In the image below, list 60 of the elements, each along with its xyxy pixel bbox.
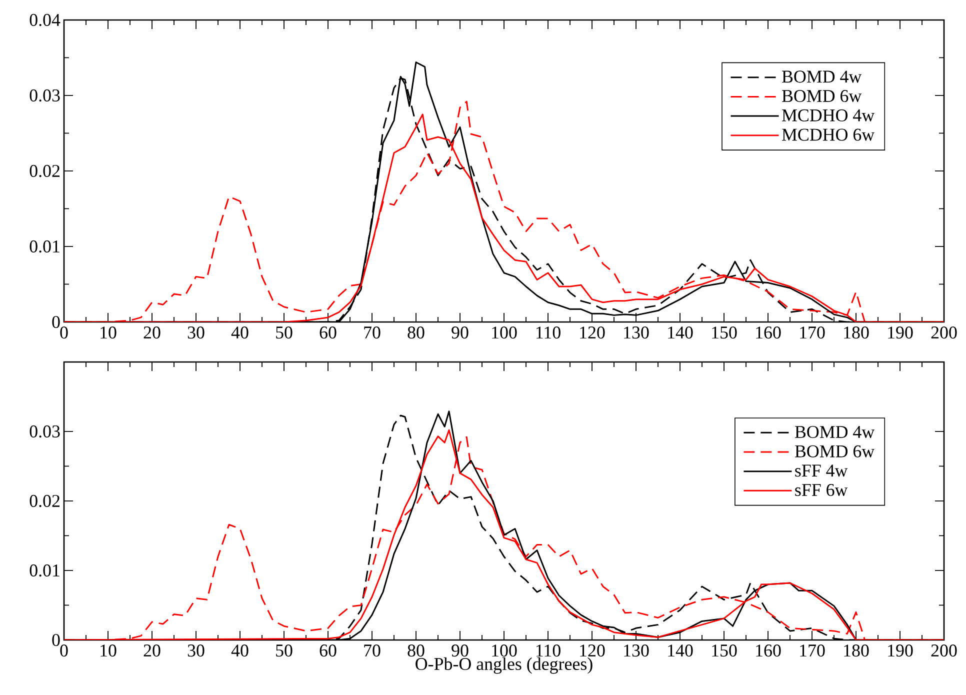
x-tick-label: 40 [231, 326, 248, 339]
y-tick-label: 0.01 [30, 240, 60, 253]
y-tick-label: 0.02 [30, 494, 60, 508]
x-tick-label: 160 [756, 644, 781, 657]
x-tick-label: 130 [624, 326, 649, 339]
x-tick-label: 30 [188, 326, 204, 339]
y-tick-label: 0 [52, 316, 60, 328]
x-tick-label: 130 [624, 644, 649, 657]
x-tick-label: 120 [580, 644, 605, 657]
x-tick-label: 140 [668, 326, 693, 339]
x-tick-label: 170 [800, 644, 825, 657]
x-tick-label: 10 [100, 326, 116, 339]
x-tick-label: 150 [712, 326, 737, 339]
legend-label: BOMD 6w [782, 90, 862, 102]
x-tick-label: 10 [100, 644, 116, 657]
x-tick-label: 0 [60, 644, 68, 657]
x-tick-label: 100 [492, 326, 517, 339]
x-tick-label: 60 [320, 326, 336, 339]
x-tick-label: 70 [364, 326, 380, 339]
x-tick-label: 140 [668, 644, 693, 657]
x-tick-label: 20 [144, 326, 160, 339]
x-axis-title: O-Pb-O angles (degrees) [416, 657, 592, 674]
x-tick-label: 180 [844, 644, 869, 657]
legend-label: MCDHO 4w [782, 109, 875, 122]
legend-label: MCDHO 6w [782, 128, 875, 141]
x-tick-label: 110 [536, 644, 560, 657]
x-tick-label: 100 [492, 644, 517, 657]
legend-label: sFF 4w [795, 464, 848, 477]
x-tick-label: 60 [320, 644, 336, 657]
x-tick-label: 190 [888, 644, 913, 657]
x-tick-label: 40 [231, 644, 248, 657]
x-tick-label: 190 [888, 326, 913, 339]
legend-label: BOMD 6w [794, 445, 875, 458]
y-tick-label: 0.03 [30, 425, 60, 438]
legend-label: BOMD 4w [782, 70, 862, 83]
x-tick-label: 50 [276, 326, 292, 339]
legend-label: BOMD 4w [794, 426, 875, 438]
y-tick-label: 0.04 [30, 14, 60, 26]
x-tick-label: 200 [931, 644, 957, 657]
legend-label: sFF 6w [795, 484, 848, 496]
x-tick-label: 180 [844, 326, 869, 339]
y-tick-label: 0.03 [30, 89, 60, 102]
x-tick-label: 70 [364, 644, 380, 657]
y-tick-label: 0 [52, 634, 60, 646]
x-tick-label: 20 [144, 644, 160, 657]
x-tick-label: 120 [580, 326, 605, 339]
x-tick-label: 90 [452, 326, 468, 339]
x-tick-label: 30 [188, 644, 204, 657]
x-tick-label: 170 [800, 326, 825, 339]
x-tick-label: 50 [276, 644, 292, 657]
x-tick-label: 80 [408, 326, 424, 339]
y-tick-label: 0.01 [30, 564, 60, 577]
x-tick-label: 110 [536, 326, 560, 339]
x-tick-label: 0 [60, 326, 68, 339]
x-tick-label: 200 [931, 326, 957, 339]
x-tick-label: 90 [452, 644, 468, 657]
x-tick-label: 80 [408, 644, 424, 657]
x-tick-label: 160 [756, 326, 781, 339]
y-tick-label: 0.02 [30, 164, 60, 178]
x-tick-label: 150 [712, 644, 737, 657]
